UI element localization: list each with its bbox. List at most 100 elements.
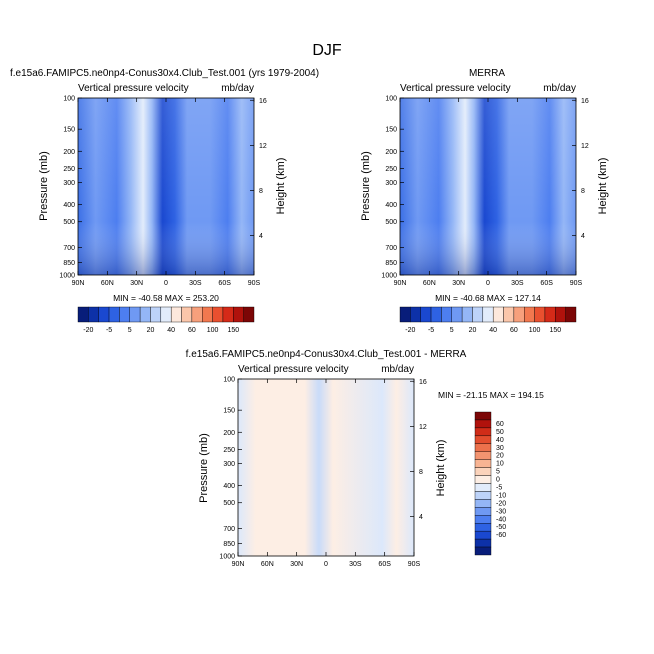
y-tick-label: 250 — [385, 166, 397, 173]
x-tick-label: 30S — [189, 280, 202, 287]
x-tick-label: 30S — [511, 280, 524, 287]
colorbar-box — [555, 306, 566, 323]
colorbar-box — [474, 491, 492, 500]
x-tick-label: 60S — [378, 561, 391, 568]
colorbar-label: -20 — [405, 327, 415, 334]
y-tick-label: 700 — [385, 245, 397, 252]
figure-title: DJF — [312, 42, 342, 59]
colorbar-box — [233, 306, 244, 323]
colorbar-box — [544, 306, 556, 323]
y2-tick-label: 8 — [581, 188, 585, 195]
colorbar-label: 20 — [469, 327, 477, 334]
heatmap-field — [238, 379, 414, 556]
x-tick-label: 90S — [408, 561, 421, 568]
y-tick-label: 100 — [63, 96, 75, 103]
panel-model-y2label: Height (km) — [275, 158, 287, 215]
y2-tick-label: 4 — [419, 514, 423, 521]
y2-tick-label: 16 — [419, 379, 427, 386]
y2-tick-label: 16 — [581, 98, 589, 105]
colorbar-box — [108, 306, 120, 323]
colorbar-box — [243, 306, 255, 323]
colorbar-label: 40 — [167, 327, 175, 334]
x-tick-label: 30S — [349, 561, 362, 568]
colorbar-label: -20 — [83, 327, 93, 334]
y-tick-label: 500 — [385, 219, 397, 226]
colorbar-box — [474, 507, 492, 516]
colorbar-box — [461, 306, 473, 323]
colorbar-box — [202, 306, 213, 323]
colorbar-box — [474, 467, 492, 476]
y-tick-label: 1000 — [219, 554, 235, 561]
colorbar-label: 100 — [529, 327, 541, 334]
y-tick-label: 200 — [385, 149, 397, 156]
x-tick-label: 90S — [248, 280, 261, 287]
colorbar-label: 40 — [489, 327, 497, 334]
y-tick-label: 200 — [223, 430, 235, 437]
panel-obs-y2label: Height (km) — [597, 158, 609, 215]
panel-obs-colorbar: -20 -5 5 20 40 60 100 150 — [399, 306, 577, 334]
y-tick-label: 500 — [223, 500, 235, 507]
y-tick-label: 150 — [63, 127, 75, 134]
colorbar-box — [482, 306, 494, 323]
panel-model-right-label: mb/day — [221, 83, 254, 94]
y-tick-label: 500 — [63, 219, 75, 226]
colorbar-label: 60 — [510, 327, 518, 334]
colorbar-box — [430, 306, 442, 323]
x-tick-label: 60N — [261, 561, 274, 568]
y-tick-label: 400 — [63, 202, 75, 209]
panel-model-colorbar: -20 -5 5 20 40 60 100 150 — [77, 306, 255, 334]
y2-tick-label: 12 — [419, 424, 427, 431]
panel-model-ylabel: Pressure (mb) — [38, 151, 50, 221]
colorbar-box — [474, 435, 492, 444]
panel-diff-plot: 90N 60N 30N 0 30S 60S 90S 100 150 200 250 300 400 500… — [219, 377, 426, 569]
y-tick-label: 250 — [223, 447, 235, 454]
colorbar-box — [534, 306, 546, 323]
colorbar-box — [88, 306, 99, 323]
panel-diff-left-label: Vertical pressure velocity — [238, 364, 349, 375]
colorbar-label: 20 — [147, 327, 155, 334]
colorbar-box — [474, 546, 492, 556]
panel-diff-ylabel: Pressure (mb) — [198, 433, 210, 503]
colorbar-box — [474, 538, 492, 548]
colorbar-box — [513, 306, 525, 323]
colorbar-label: -50 — [496, 524, 506, 531]
colorbar-box — [170, 306, 182, 323]
panel-obs-ylabel: Pressure (mb) — [360, 151, 372, 221]
panel-obs-plot: 90N 60N 30N 0 30S 60S 90S 100 150 200 250 300 400 500… — [381, 96, 588, 288]
panel-model-plot: 90N 60N 30N 0 30S 60S 90S 100 150 200 250 300 400 500… — [59, 96, 266, 288]
colorbar-box — [565, 306, 577, 323]
panel-model-left-label: Vertical pressure velocity — [78, 83, 189, 94]
x-tick-label: 0 — [486, 280, 490, 287]
colorbar-box — [474, 530, 492, 540]
colorbar-box — [474, 451, 492, 460]
y-tick-label: 150 — [223, 408, 235, 415]
colorbar-label: 60 — [188, 327, 196, 334]
y-tick-label: 1000 — [59, 273, 75, 280]
colorbar-box — [160, 306, 172, 323]
colorbar-box — [222, 306, 234, 323]
colorbar-label: 20 — [496, 453, 504, 460]
colorbar-box — [474, 443, 492, 452]
x-tick-label: 60N — [423, 280, 436, 287]
colorbar-label: 5 — [450, 327, 454, 334]
panel-diff-title: f.e15a6.FAMIPC5.ne0np4-Conus30x4.Club_Te… — [186, 349, 467, 360]
colorbar-box — [524, 306, 535, 323]
x-tick-label: 30N — [290, 561, 303, 568]
y2-tick-label: 16 — [259, 98, 267, 105]
colorbar-label: 60 — [496, 421, 504, 428]
colorbar-box — [441, 306, 452, 323]
colorbar-box — [420, 306, 432, 323]
panel-model-stats: MIN = -40.58 MAX = 253.20 — [113, 293, 219, 303]
colorbar-label: 150 — [227, 327, 239, 334]
colorbar-box — [474, 411, 492, 421]
colorbar-box — [129, 306, 141, 323]
heatmap-shading — [78, 98, 254, 275]
panel-diff: f.e15a6.FAMIPC5.ne0np4-Conus30x4.Club_Te… — [186, 349, 544, 568]
colorbar-label: -40 — [496, 516, 506, 523]
colorbar-box — [503, 306, 515, 323]
y-tick-label: 150 — [385, 127, 397, 134]
colorbar-label: 150 — [549, 327, 561, 334]
colorbar-box — [474, 427, 492, 437]
